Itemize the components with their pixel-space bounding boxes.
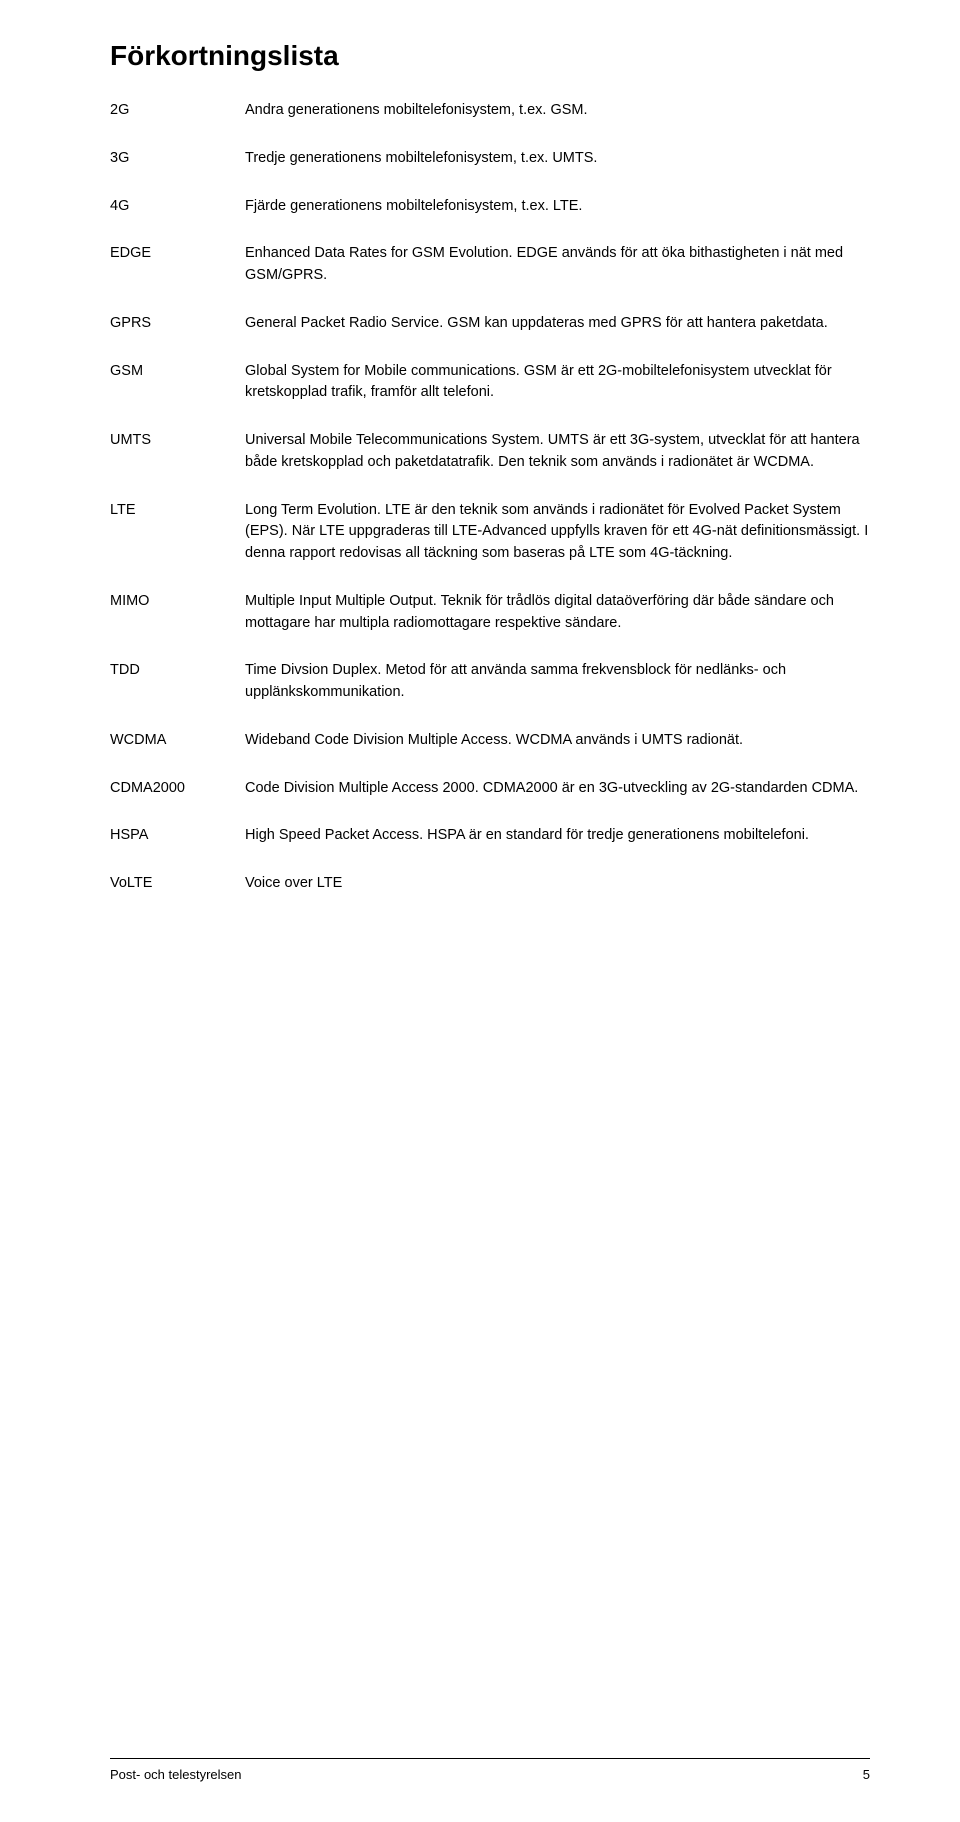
term: 4G bbox=[110, 196, 245, 218]
definition: Andra generationens mobiltelefonisystem,… bbox=[245, 100, 870, 122]
term: WCDMA bbox=[110, 730, 245, 752]
page-number: 5 bbox=[863, 1767, 870, 1782]
term: MIMO bbox=[110, 591, 245, 613]
list-item: 4G Fjärde generationens mobiltelefonisys… bbox=[110, 196, 870, 218]
list-item: GPRS General Packet Radio Service. GSM k… bbox=[110, 313, 870, 335]
page-title: Förkortningslista bbox=[110, 40, 870, 72]
term: CDMA2000 bbox=[110, 778, 245, 800]
page-footer: Post- och telestyrelsen 5 bbox=[110, 1758, 870, 1782]
term: LTE bbox=[110, 500, 245, 522]
list-item: HSPA High Speed Packet Access. HSPA är e… bbox=[110, 825, 870, 847]
list-item: 2G Andra generationens mobiltelefonisyst… bbox=[110, 100, 870, 122]
definition: Universal Mobile Telecommunications Syst… bbox=[245, 430, 870, 474]
definition: Tredje generationens mobiltelefonisystem… bbox=[245, 148, 870, 170]
definition: Code Division Multiple Access 2000. CDMA… bbox=[245, 778, 870, 800]
list-item: EDGE Enhanced Data Rates for GSM Evoluti… bbox=[110, 243, 870, 287]
definition: Enhanced Data Rates for GSM Evolution. E… bbox=[245, 243, 870, 287]
term: UMTS bbox=[110, 430, 245, 452]
term: 2G bbox=[110, 100, 245, 122]
definition: Wideband Code Division Multiple Access. … bbox=[245, 730, 870, 752]
footer-left: Post- och telestyrelsen bbox=[110, 1767, 242, 1782]
list-item: CDMA2000 Code Division Multiple Access 2… bbox=[110, 778, 870, 800]
abbreviation-list: 2G Andra generationens mobiltelefonisyst… bbox=[110, 100, 870, 895]
definition: General Packet Radio Service. GSM kan up… bbox=[245, 313, 870, 335]
term: EDGE bbox=[110, 243, 245, 265]
term: TDD bbox=[110, 660, 245, 682]
list-item: VoLTE Voice over LTE bbox=[110, 873, 870, 895]
definition: Voice over LTE bbox=[245, 873, 870, 895]
term: GSM bbox=[110, 361, 245, 383]
definition: Multiple Input Multiple Output. Teknik f… bbox=[245, 591, 870, 635]
term: 3G bbox=[110, 148, 245, 170]
list-item: LTE Long Term Evolution. LTE är den tekn… bbox=[110, 500, 870, 565]
definition: Long Term Evolution. LTE är den teknik s… bbox=[245, 500, 870, 565]
list-item: 3G Tredje generationens mobiltelefonisys… bbox=[110, 148, 870, 170]
term: VoLTE bbox=[110, 873, 245, 895]
list-item: UMTS Universal Mobile Telecommunications… bbox=[110, 430, 870, 474]
list-item: WCDMA Wideband Code Division Multiple Ac… bbox=[110, 730, 870, 752]
definition: High Speed Packet Access. HSPA är en sta… bbox=[245, 825, 870, 847]
term: GPRS bbox=[110, 313, 245, 335]
definition: Fjärde generationens mobiltelefonisystem… bbox=[245, 196, 870, 218]
definition: Global System for Mobile communications.… bbox=[245, 361, 870, 405]
definition: Time Divsion Duplex. Metod för att använ… bbox=[245, 660, 870, 704]
list-item: TDD Time Divsion Duplex. Metod för att a… bbox=[110, 660, 870, 704]
term: HSPA bbox=[110, 825, 245, 847]
list-item: MIMO Multiple Input Multiple Output. Tek… bbox=[110, 591, 870, 635]
list-item: GSM Global System for Mobile communicati… bbox=[110, 361, 870, 405]
